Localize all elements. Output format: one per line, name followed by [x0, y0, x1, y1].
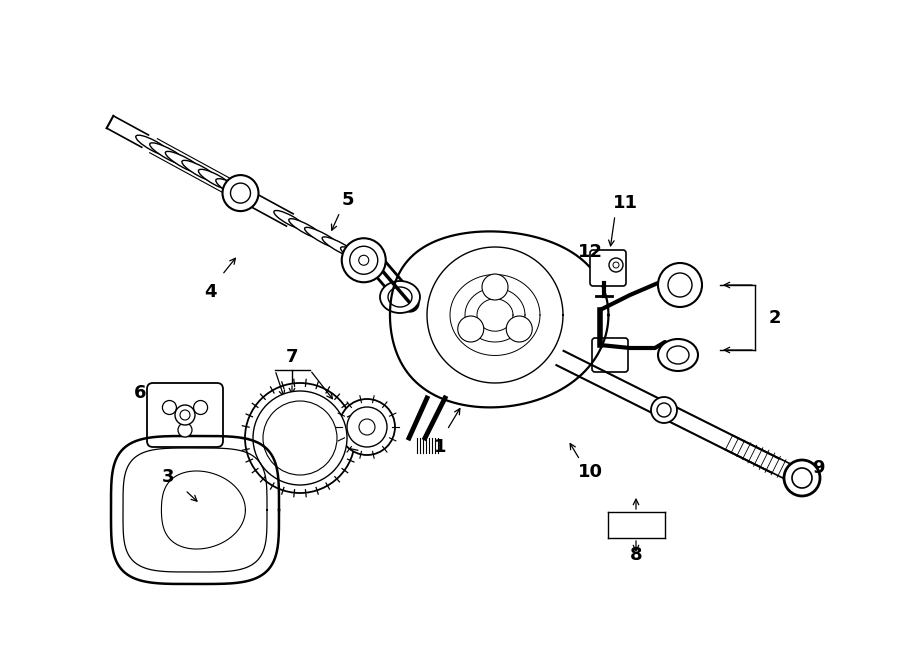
Text: 3: 3: [162, 468, 175, 486]
Circle shape: [347, 407, 387, 447]
Polygon shape: [111, 436, 279, 584]
Circle shape: [263, 401, 337, 475]
Circle shape: [458, 316, 484, 342]
Text: 5: 5: [342, 191, 355, 209]
Text: 7: 7: [286, 348, 298, 366]
Text: 9: 9: [812, 459, 824, 477]
Circle shape: [194, 401, 208, 414]
Circle shape: [230, 183, 250, 203]
FancyBboxPatch shape: [590, 250, 626, 286]
Circle shape: [253, 391, 347, 485]
Circle shape: [784, 460, 820, 496]
Ellipse shape: [216, 178, 248, 198]
Circle shape: [613, 262, 619, 268]
Ellipse shape: [182, 161, 219, 182]
Circle shape: [178, 423, 192, 437]
Ellipse shape: [274, 210, 306, 229]
Text: 2: 2: [769, 309, 781, 327]
Circle shape: [162, 401, 176, 414]
Circle shape: [342, 238, 386, 282]
Circle shape: [180, 410, 190, 420]
Circle shape: [245, 383, 355, 493]
Circle shape: [658, 263, 702, 307]
Ellipse shape: [322, 237, 357, 258]
Text: 4: 4: [203, 283, 216, 301]
Ellipse shape: [667, 346, 689, 364]
Circle shape: [651, 397, 677, 423]
FancyBboxPatch shape: [592, 338, 628, 372]
Text: 12: 12: [578, 243, 602, 261]
Ellipse shape: [166, 151, 204, 174]
Circle shape: [792, 468, 812, 488]
Ellipse shape: [289, 219, 324, 239]
Text: 6: 6: [134, 384, 146, 402]
Text: 11: 11: [613, 194, 637, 212]
Circle shape: [609, 258, 623, 272]
Ellipse shape: [304, 227, 342, 249]
Circle shape: [350, 247, 378, 274]
FancyBboxPatch shape: [147, 383, 223, 447]
Ellipse shape: [658, 339, 698, 371]
Circle shape: [175, 405, 195, 425]
Circle shape: [339, 399, 395, 455]
Ellipse shape: [340, 247, 373, 266]
Circle shape: [359, 419, 375, 435]
Circle shape: [359, 255, 369, 265]
Text: 8: 8: [630, 546, 643, 564]
Ellipse shape: [149, 143, 189, 166]
Circle shape: [657, 403, 671, 417]
Text: 10: 10: [578, 463, 602, 481]
Ellipse shape: [198, 169, 234, 190]
Ellipse shape: [388, 287, 412, 307]
Polygon shape: [390, 231, 608, 407]
Circle shape: [668, 273, 692, 297]
Circle shape: [222, 175, 258, 211]
Text: 1: 1: [434, 438, 446, 456]
Ellipse shape: [136, 135, 171, 156]
Circle shape: [482, 274, 508, 300]
Ellipse shape: [380, 281, 420, 313]
Circle shape: [506, 316, 532, 342]
